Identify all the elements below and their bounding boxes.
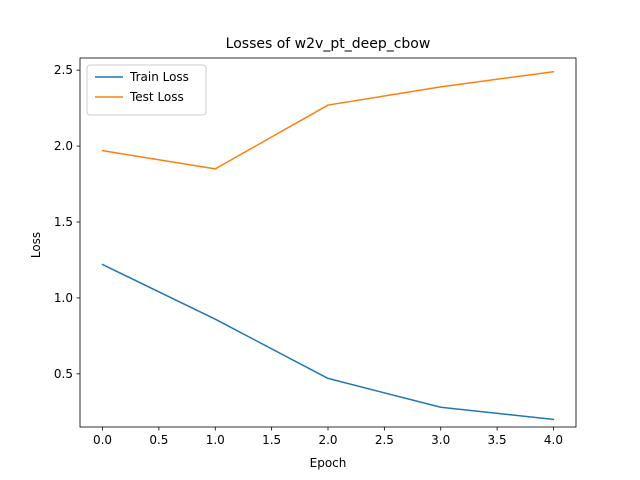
series-line-0 [101,263,555,421]
x-tick-label: 0.5 [149,433,168,447]
x-tick-label: 1.5 [262,433,281,447]
x-tick-label: 4.0 [544,433,563,447]
x-tick-label: 2.5 [375,433,394,447]
legend-label-1: Test Loss [129,90,184,104]
x-tick-label: 2.0 [318,433,337,447]
y-axis-label: Loss [29,232,43,258]
y-tick-label: 1.0 [54,291,73,305]
x-tick-label: 3.5 [488,433,507,447]
x-tick-label: 1.0 [206,433,225,447]
y-tick-label: 2.5 [54,63,73,77]
plot-area: 0.0 0.5 1.0 1.5 2.0 2.5 3.0 3.5 4.0 0.5 1.0 1.5 2.0 2… [54,57,577,447]
y-tick-label: 0.5 [54,367,73,381]
x-axis-label: Epoch [310,456,347,470]
legend: Train Loss Test Loss [86,64,207,116]
x-tick-label: 3.0 [431,433,450,447]
y-tick-label: 2.0 [54,139,73,153]
y-tick-label: 1.5 [54,215,73,229]
x-tick-label: 0.0 [93,433,112,447]
chart-title: Losses of w2v_pt_deep_cbow [226,36,431,52]
legend-label-0: Train Loss [129,70,189,84]
series-line-1 [101,70,555,170]
